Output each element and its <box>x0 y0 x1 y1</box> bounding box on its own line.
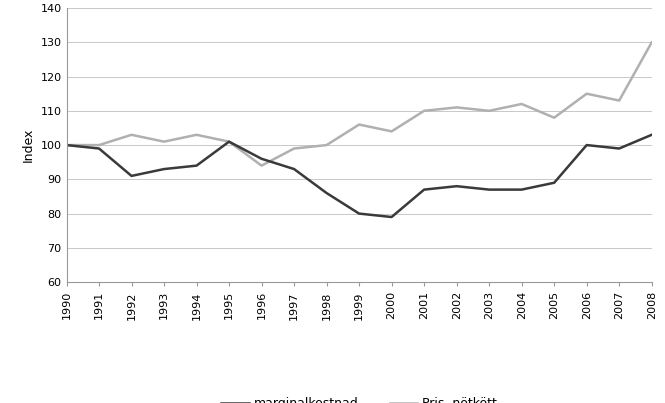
marginalkostnad <box>485 187 493 192</box>
Pris, nötkött <box>648 40 656 45</box>
Pris, nötkött <box>388 129 396 134</box>
marginalkostnad <box>290 167 298 172</box>
Pris, nötkött <box>257 163 265 168</box>
marginalkostnad <box>63 143 70 147</box>
marginalkostnad <box>648 132 656 137</box>
Y-axis label: Index: Index <box>22 128 35 162</box>
Pris, nötkött <box>485 108 493 113</box>
Pris, nötkött <box>95 143 103 147</box>
marginalkostnad <box>453 184 461 189</box>
Pris, nötkött <box>160 139 168 144</box>
Pris, nötkött <box>615 98 623 103</box>
marginalkostnad <box>193 163 201 168</box>
Line: marginalkostnad: marginalkostnad <box>66 135 652 217</box>
Pris, nötkött <box>225 139 233 144</box>
Pris, nötkött <box>128 132 136 137</box>
Pris, nötkött <box>550 115 558 120</box>
Pris, nötkött <box>583 91 591 96</box>
marginalkostnad <box>615 146 623 151</box>
Pris, nötkött <box>290 146 298 151</box>
marginalkostnad <box>128 173 136 178</box>
marginalkostnad <box>95 146 103 151</box>
Pris, nötkött <box>63 143 70 147</box>
marginalkostnad <box>517 187 525 192</box>
marginalkostnad <box>355 211 363 216</box>
Pris, nötkött <box>517 102 525 106</box>
Pris, nötkött <box>323 143 331 147</box>
Line: Pris, nötkött: Pris, nötkött <box>66 42 652 166</box>
marginalkostnad <box>323 191 331 195</box>
marginalkostnad <box>225 139 233 144</box>
marginalkostnad <box>550 180 558 185</box>
marginalkostnad <box>160 167 168 172</box>
marginalkostnad <box>583 143 591 147</box>
Pris, nötkött <box>193 132 201 137</box>
Legend: marginalkostnad, Pris, nötkött: marginalkostnad, Pris, nötkött <box>216 393 502 403</box>
marginalkostnad <box>257 156 265 161</box>
Pris, nötkött <box>420 108 428 113</box>
Pris, nötkött <box>355 122 363 127</box>
marginalkostnad <box>388 214 396 219</box>
Pris, nötkött <box>453 105 461 110</box>
marginalkostnad <box>420 187 428 192</box>
